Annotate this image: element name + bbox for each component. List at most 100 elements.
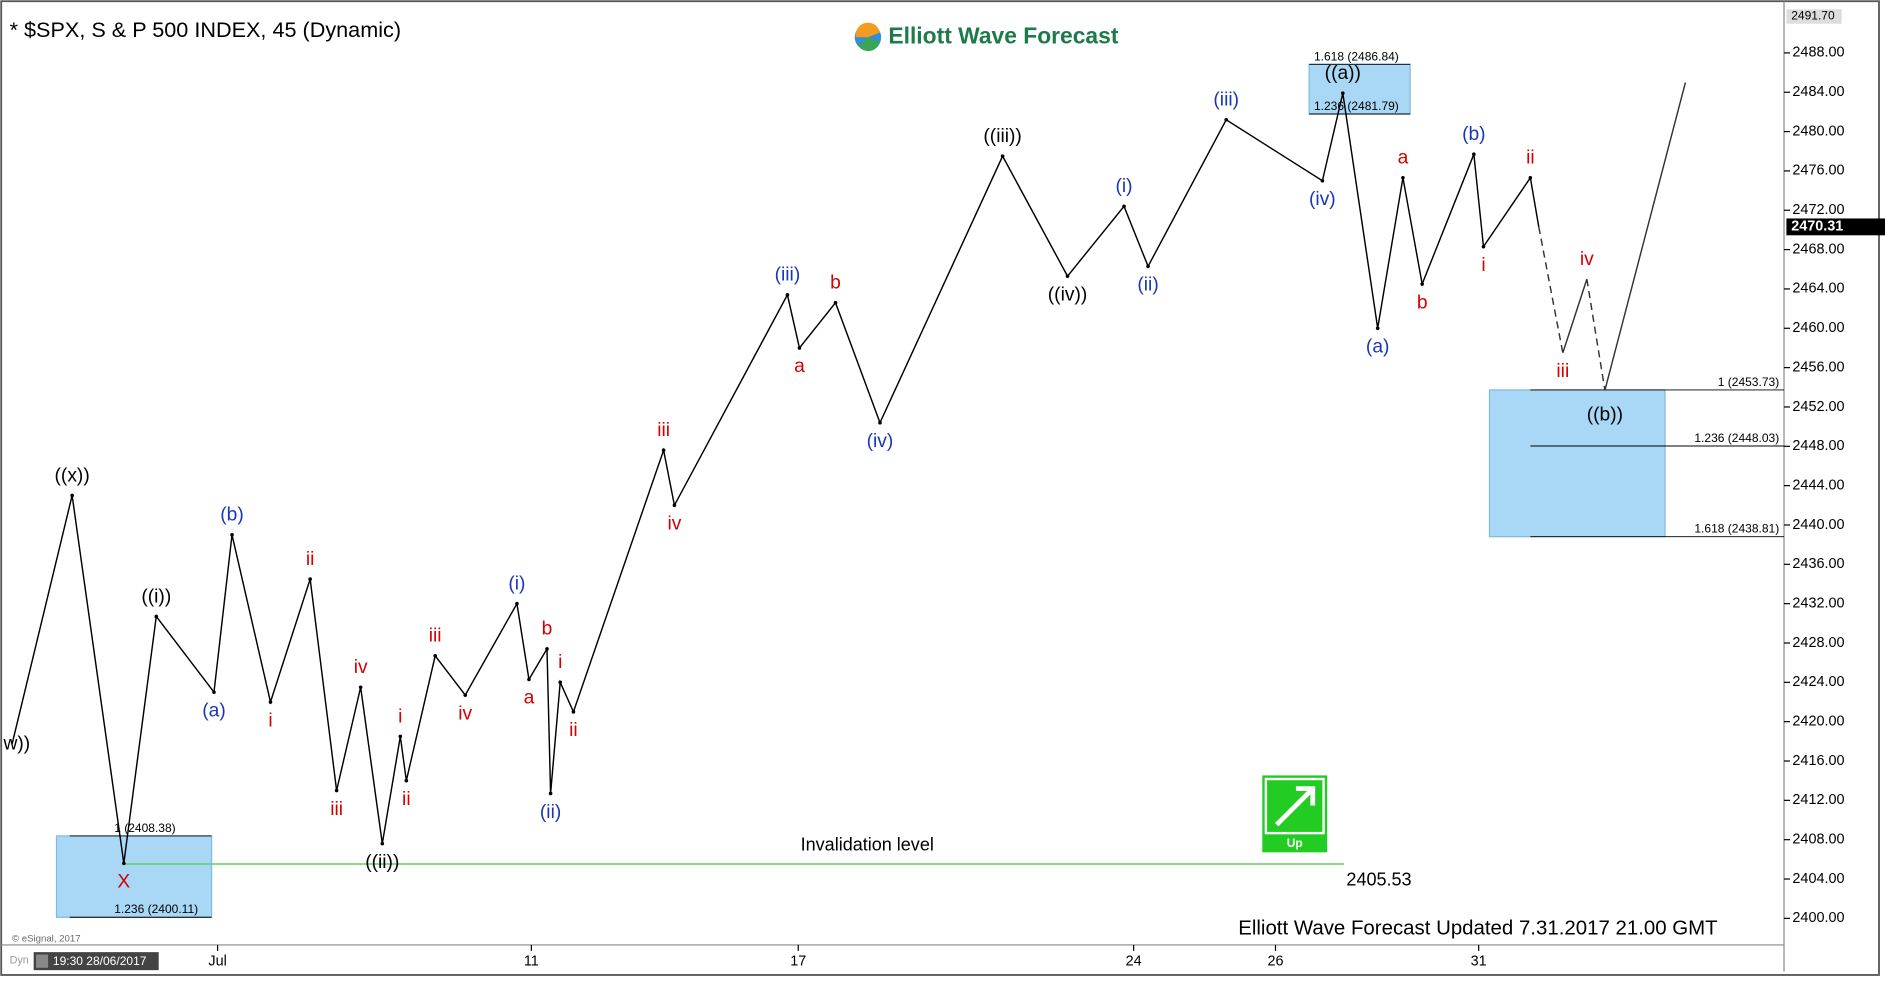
x-tick-label: 31 [1471,954,1487,970]
wave-label: ((i)) [141,586,171,607]
fib-zone [1308,63,1411,115]
wave-label: w)) [2,733,30,754]
wave-label: b [542,619,553,640]
pivot [70,493,74,498]
y-tick-label: 2436.00 [1792,556,1844,572]
wave-label: i [1481,255,1485,276]
wave-label: (a) [202,700,226,721]
wave-label: (iii) [775,265,801,286]
y-tick-label: 2464.00 [1792,281,1844,297]
wave-label: b [1417,292,1428,313]
pivot [878,420,882,425]
wave-label: a [1398,148,1409,169]
y-tick-label: 2468.00 [1792,241,1844,257]
pivot [398,734,403,739]
pivot [1420,282,1424,286]
y-tick-label: 2408.00 [1792,832,1844,848]
wave-label: ii [306,549,315,570]
pivot [833,300,838,305]
y-tick-label: 2400.00 [1792,910,1844,926]
pivot [1320,178,1325,183]
projection-segment [1604,82,1687,391]
logo-text: Elliott Wave Forecast [888,22,1118,48]
pivot [1341,91,1345,96]
pivot [1481,244,1486,249]
wave-label: (b) [220,505,244,526]
projection-label: ((b)) [1587,404,1623,425]
wave-label: i [558,652,562,673]
wave-label: i [268,710,272,731]
y-tick-label: 2428.00 [1792,635,1844,651]
wave-label: ii [402,789,411,810]
wave-label: iii [330,799,343,820]
pivot [545,647,549,651]
logo-icon-part [858,37,880,52]
wave-label: ((iii)) [983,126,1021,147]
pivot [122,861,126,866]
fib-zone [55,835,213,918]
wave-label: iii [657,420,670,441]
pivot [515,601,519,606]
pivot [404,778,409,783]
projection-label: iv [1580,249,1594,270]
x-tick-label: 26 [1267,954,1283,970]
wave-label: ((iv)) [1048,284,1087,305]
chart-title: * $SPX, S & P 500 INDEX, 45 (Dynamic) [10,17,401,42]
wave-label: X [117,872,130,893]
pivot [212,690,216,694]
y-tick-label: 2472.00 [1792,202,1844,218]
pivot [558,680,563,685]
fib-level-label: 1.236 (2448.03) [1694,431,1779,445]
y-tick-label: 2404.00 [1792,871,1844,887]
y-tick-label: 2412.00 [1792,792,1844,808]
pivot [785,293,790,297]
wave-label: iv [667,514,681,535]
last-price-box [1786,218,1885,236]
x-tick-label: Jul [208,954,226,970]
projection-segment [1586,278,1606,391]
pivot [797,346,802,350]
fib-level-label: 1 (2408.38) [114,821,175,835]
y-tick-label: 2440.00 [1792,517,1844,533]
wave-label: (iii) [1213,90,1239,111]
signal-icon: Up [1262,775,1328,853]
fib-level-label: 1.618 (2438.81) [1694,522,1779,536]
pivot [1224,117,1229,122]
pivot [1122,204,1126,209]
cursor-time-icon [36,954,49,968]
wave-label: (ii) [1137,275,1158,296]
pivot [380,841,385,846]
y-tick-label: 2484.00 [1792,84,1844,100]
wave-label: (a) [1366,337,1390,358]
y-tick-label: 2420.00 [1792,713,1844,729]
y-tick-label: 2460.00 [1792,320,1844,336]
signal-box [1262,775,1328,853]
top-value-label: 2491.70 [1791,9,1835,23]
y-tick-label: 2424.00 [1792,674,1844,690]
wave-label: (i) [1115,176,1132,197]
wave-label: ((x)) [55,465,90,486]
wave-label: ii [1526,148,1535,169]
pivot [358,685,363,690]
pivot [1472,152,1476,157]
y-tick-label: 2488.00 [1792,45,1844,61]
x-tick-label: 11 [524,954,539,970]
pivot [1146,264,1150,269]
y-tick-label: 2444.00 [1792,477,1844,493]
y-tick-label: 2432.00 [1792,595,1844,611]
mode-label: Dyn [10,954,29,966]
cursor-time: 19:30 28/06/2017 [53,954,147,968]
top-value-box [1786,9,1842,24]
wave-label: (i) [508,573,525,594]
pivot [1375,326,1380,331]
signal-label: Up [1287,836,1303,850]
x-tick-label: 17 [790,954,806,970]
y-tick-label: 2448.00 [1792,438,1844,454]
projection-segment [1562,278,1588,354]
pivot [1528,176,1533,180]
pivot [334,788,339,793]
y-tick-label: 2480.00 [1792,123,1844,139]
projection-label: iii [1556,361,1569,382]
pivot [463,693,468,697]
